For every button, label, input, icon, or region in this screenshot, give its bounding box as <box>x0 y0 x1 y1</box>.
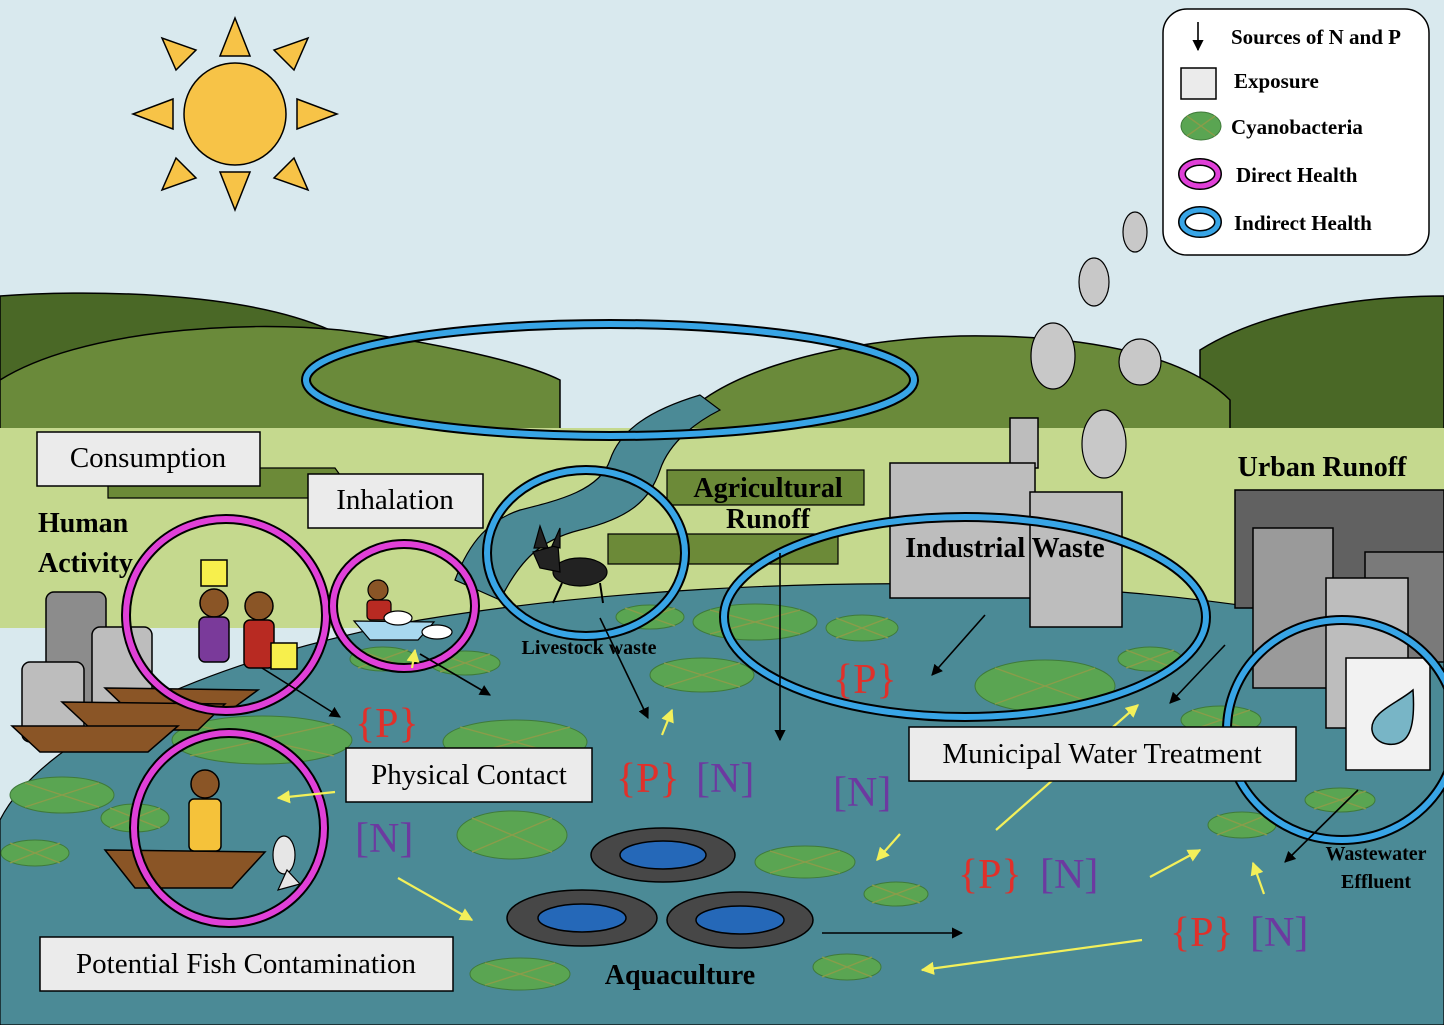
phosphorus-marker: {P} <box>616 756 680 802</box>
water-drop-icon <box>1371 688 1415 745</box>
direct-health-rings <box>121 514 480 928</box>
nitrogen-marker: [N] <box>696 756 754 802</box>
legend-item-direct-health: Direct Health <box>1178 158 1358 190</box>
wastewater-effluent-label-2: Effluent <box>1341 871 1411 893</box>
fish-icon <box>272 835 302 891</box>
nitrogen-marker: [N] <box>355 816 413 862</box>
legend-item-indirect-health: Indirect Health <box>1178 206 1372 238</box>
hills <box>0 292 1444 431</box>
agricultural-runoff-label-2: Runoff <box>726 504 811 535</box>
people-group <box>198 559 298 670</box>
nitrogen-marker: [N] <box>1040 852 1098 898</box>
wastewater-effluent-label-1: Wastewater <box>1325 843 1426 865</box>
potential-fish-label: Potential Fish Contamination <box>76 948 416 980</box>
aquaculture-label: Aquaculture <box>605 960 755 991</box>
legend-item-cyanobacteria: Cyanobacteria <box>1180 111 1363 141</box>
physical-contact-label: Physical Contact <box>371 759 567 791</box>
urban-buildings <box>1234 489 1444 771</box>
industrial-waste-label: Industrial Waste <box>905 533 1104 564</box>
legend-item-exposure: Exposure <box>1180 67 1319 100</box>
bath-person <box>352 579 453 641</box>
indirect-health-rings <box>301 319 1444 845</box>
fisher-person <box>188 769 222 852</box>
phosphorus-marker: {P} <box>958 852 1022 898</box>
legend-indirect-health-label: Indirect Health <box>1234 211 1372 235</box>
inhalation-box: Inhalation <box>307 473 484 529</box>
legend-sources-label: Sources of N and P <box>1231 25 1401 49</box>
legend-exposure-label: Exposure <box>1234 69 1319 93</box>
phosphorus-marker: {P} <box>1170 910 1234 956</box>
phosphorus-marker: {P} <box>355 701 419 747</box>
nitrogen-marker: [N] <box>833 770 891 816</box>
municipal-box: Municipal Water Treatment <box>908 726 1297 782</box>
source-arrows <box>261 553 1359 939</box>
municipal-label: Municipal Water Treatment <box>942 738 1261 770</box>
smoke-icon <box>1030 211 1162 479</box>
legend: Sources of N and P Exposure Cyanobacteri… <box>1162 8 1430 256</box>
aquaculture-ponds <box>506 827 814 949</box>
agricultural-runoff-label-1: Agricultural <box>693 473 843 504</box>
legend-cyanobacteria-label: Cyanobacteria <box>1231 115 1363 139</box>
human-activity-label-2: Activity <box>38 548 133 579</box>
livestock-waste-label: Livestock waste <box>522 637 657 659</box>
human-activity-label-1: Human <box>38 508 129 539</box>
exposure-swatch-icon <box>1180 67 1217 100</box>
factory <box>889 417 1123 628</box>
legend-item-sources: Sources of N and P <box>1192 22 1401 52</box>
phosphorus-marker: {P} <box>833 657 897 703</box>
consumption-label: Consumption <box>70 442 227 474</box>
urban-runoff-label: Urban Runoff <box>1238 452 1407 483</box>
legend-direct-health-label: Direct Health <box>1236 163 1358 187</box>
physical-contact-box: Physical Contact <box>345 747 593 803</box>
consumption-box: Consumption <box>36 431 261 487</box>
potential-fish-box: Potential Fish Contamination <box>39 936 454 992</box>
nutrient-markers: {P} [N] {P} [N] [N] {P} {P} [N] {P} [N] <box>355 657 1308 956</box>
sun-icon <box>130 15 340 213</box>
nitrogen-marker: [N] <box>1250 910 1308 956</box>
cow-icon <box>532 524 608 604</box>
inhalation-label: Inhalation <box>336 484 454 516</box>
